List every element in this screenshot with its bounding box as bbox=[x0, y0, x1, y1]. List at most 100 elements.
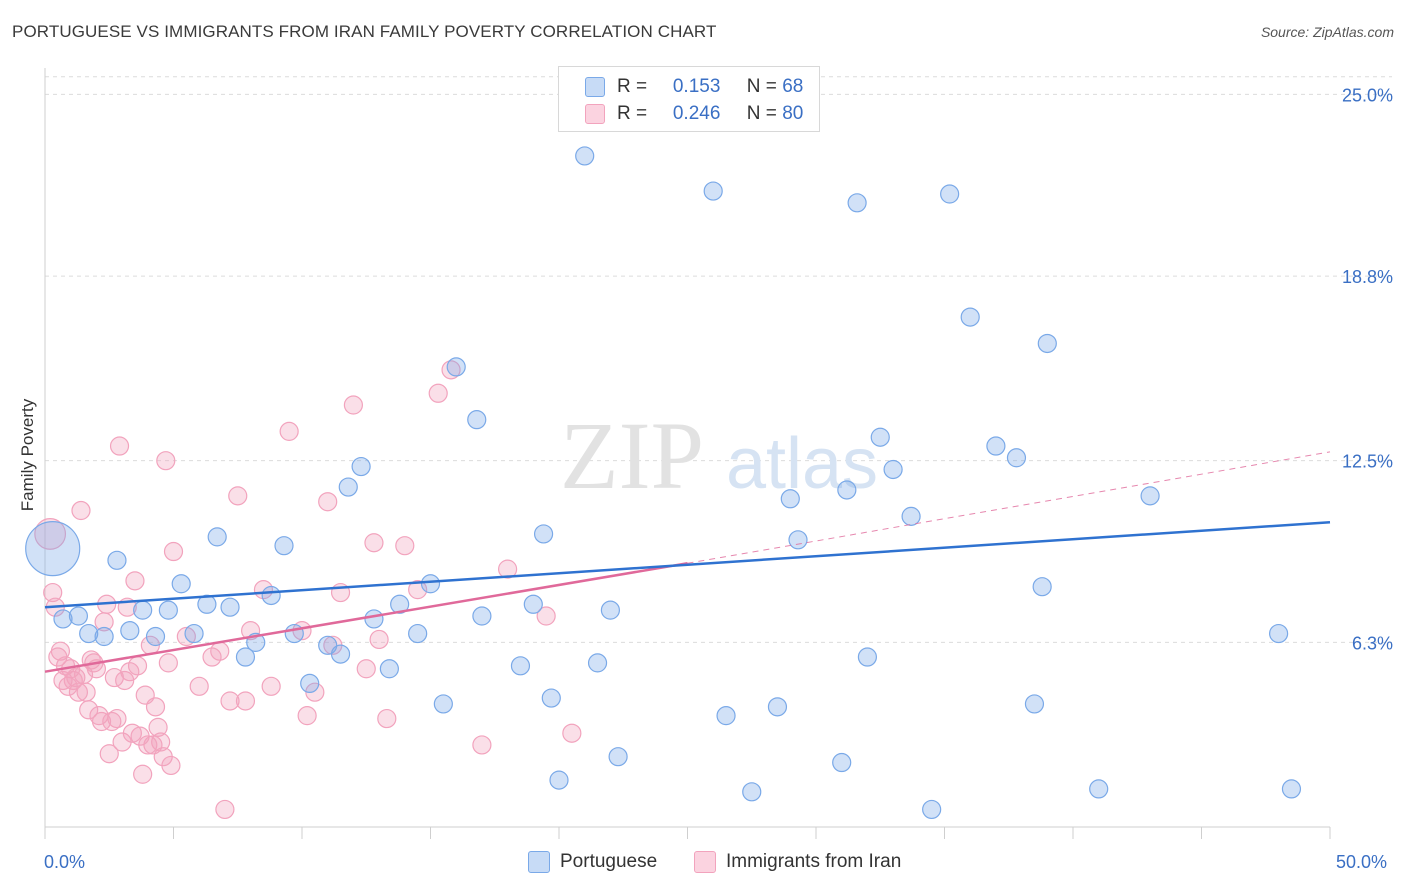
portuguese-point bbox=[133, 600, 153, 620]
iran-point bbox=[369, 629, 389, 650]
legend-r-value: 0.246 bbox=[672, 103, 721, 124]
portuguese-point bbox=[158, 600, 178, 620]
portuguese-point bbox=[1032, 577, 1052, 597]
x-tick-label-max: 50.0% bbox=[1336, 852, 1388, 872]
iran-point bbox=[66, 667, 86, 688]
iran-point bbox=[151, 732, 171, 752]
portuguese-point bbox=[960, 307, 980, 327]
portuguese-point bbox=[220, 597, 240, 617]
portuguese-point bbox=[120, 621, 140, 641]
series-portuguese bbox=[25, 146, 1302, 820]
iran-point bbox=[122, 723, 142, 743]
portuguese-point bbox=[901, 506, 921, 526]
iran-point bbox=[343, 395, 363, 415]
iran-point bbox=[428, 383, 448, 403]
iran-point bbox=[125, 571, 145, 591]
portuguese-point bbox=[533, 524, 554, 544]
iran-point bbox=[107, 708, 127, 729]
portuguese-point bbox=[1281, 779, 1302, 799]
bottom-legend-iran: Immigrants from Iran bbox=[694, 851, 901, 873]
iran-point bbox=[148, 717, 168, 737]
watermark: ZIP atlas bbox=[560, 402, 878, 509]
iran-point bbox=[220, 691, 240, 711]
iran-point bbox=[364, 533, 384, 553]
x-tick-label-min: 0.0% bbox=[44, 852, 86, 872]
portuguese-point bbox=[25, 521, 81, 577]
portuguese-point bbox=[1268, 623, 1289, 644]
iran-point bbox=[297, 706, 317, 726]
legend-r-value: 0.153 bbox=[672, 76, 721, 97]
watermark-atlas: atlas bbox=[726, 424, 878, 504]
portuguese-point bbox=[390, 594, 410, 614]
bottom-legend-swatch-portuguese bbox=[528, 851, 550, 873]
legend-n-label: N = bbox=[746, 76, 777, 97]
iran-point bbox=[133, 764, 153, 784]
y-tick-labels: 6.3% 12.5% 18.8% 25.0% bbox=[1342, 85, 1393, 653]
iran-point bbox=[158, 653, 178, 673]
iran-point bbox=[99, 744, 119, 764]
portuguese-point bbox=[832, 752, 852, 773]
legend-r-label: R = bbox=[617, 103, 648, 124]
iran-point bbox=[176, 626, 196, 647]
iran-point bbox=[115, 670, 135, 691]
portuguese-point bbox=[53, 609, 73, 629]
legend-swatch-portuguese bbox=[585, 77, 605, 97]
portuguese-point bbox=[1037, 333, 1057, 354]
iran-point bbox=[356, 659, 376, 679]
portuguese-point bbox=[207, 527, 227, 547]
series-iran bbox=[34, 360, 582, 820]
y-tick-label: 12.5% bbox=[1342, 452, 1393, 472]
legend-n-value: 68 bbox=[782, 76, 804, 97]
y-axis-title: Family Poverty bbox=[18, 398, 37, 512]
portuguese-point bbox=[767, 697, 788, 717]
portuguese-point bbox=[1024, 694, 1045, 714]
iran-point bbox=[163, 541, 184, 562]
iran-point bbox=[395, 536, 415, 556]
portuguese-point bbox=[549, 770, 569, 790]
iran-point bbox=[377, 708, 397, 729]
iran-point bbox=[305, 682, 325, 702]
portuguese-point bbox=[145, 626, 166, 647]
iran-point bbox=[279, 421, 299, 441]
iran-point bbox=[79, 700, 99, 720]
portuguese-point bbox=[433, 694, 453, 714]
iran-point bbox=[161, 755, 181, 776]
portuguese-point bbox=[446, 357, 466, 377]
portuguese-point bbox=[940, 184, 960, 204]
portuguese-point bbox=[171, 574, 191, 594]
iran-point bbox=[91, 711, 112, 732]
iran-point bbox=[145, 697, 166, 717]
legend: R = 0.153 N = 68 R = 0.246 N = 80 bbox=[558, 66, 820, 132]
portuguese-point bbox=[780, 489, 800, 509]
gridlines bbox=[45, 76, 1392, 643]
iran-trend-extension bbox=[687, 451, 1331, 564]
legend-row-portuguese: R = 0.153 N = 68 bbox=[585, 75, 803, 99]
iran-point bbox=[127, 656, 148, 676]
iran-point bbox=[71, 500, 91, 521]
bottom-legend-portuguese: Portuguese bbox=[528, 851, 657, 873]
portuguese-point bbox=[716, 706, 736, 726]
iran-point bbox=[63, 670, 83, 691]
iran-point bbox=[441, 360, 461, 380]
portuguese-point bbox=[575, 146, 595, 166]
y-tick-label: 18.8% bbox=[1342, 267, 1393, 287]
y-tick-label: 6.3% bbox=[1352, 633, 1393, 653]
iran-point bbox=[156, 451, 176, 471]
iran-point bbox=[68, 682, 89, 702]
iran-trend-line bbox=[44, 562, 688, 673]
portuguese-point bbox=[467, 410, 487, 430]
portuguese-point bbox=[1089, 779, 1109, 799]
portuguese-point bbox=[330, 644, 351, 664]
iran-point bbox=[210, 641, 230, 661]
portuguese-point bbox=[79, 623, 99, 644]
iran-point bbox=[536, 606, 556, 626]
portuguese-point bbox=[68, 606, 89, 626]
portuguese-point bbox=[1006, 448, 1027, 468]
portuguese-point bbox=[408, 623, 428, 644]
y-tick-label: 25.0% bbox=[1342, 85, 1393, 105]
iran-point bbox=[76, 682, 96, 702]
portuguese-point bbox=[587, 653, 608, 673]
portuguese-point bbox=[1140, 486, 1160, 506]
iran-point bbox=[189, 676, 209, 696]
